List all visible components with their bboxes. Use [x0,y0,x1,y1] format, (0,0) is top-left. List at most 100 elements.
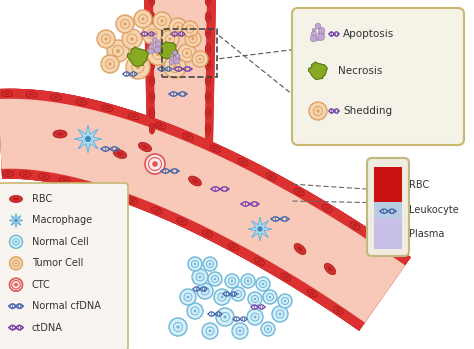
Ellipse shape [149,28,155,38]
Polygon shape [1,169,365,331]
Ellipse shape [257,260,262,263]
Text: Plasma: Plasma [409,229,444,239]
Circle shape [171,54,173,58]
Polygon shape [0,99,405,322]
Circle shape [269,296,271,298]
Circle shape [237,293,239,295]
Ellipse shape [138,142,152,152]
Circle shape [248,292,262,306]
Circle shape [232,323,248,339]
Circle shape [187,296,190,298]
Circle shape [148,48,154,54]
Ellipse shape [81,182,91,189]
Ellipse shape [182,133,193,140]
Ellipse shape [3,171,14,177]
Circle shape [194,263,196,265]
Circle shape [209,329,211,333]
Circle shape [147,43,169,65]
Circle shape [191,38,194,40]
Circle shape [188,257,202,271]
Circle shape [173,51,177,55]
Circle shape [214,278,216,280]
Circle shape [225,274,239,288]
Ellipse shape [205,44,211,54]
Ellipse shape [185,135,190,138]
Ellipse shape [155,209,159,212]
Ellipse shape [231,245,236,248]
Circle shape [109,62,111,66]
Circle shape [254,315,256,318]
Polygon shape [0,89,411,331]
Ellipse shape [205,124,211,134]
Ellipse shape [105,107,109,110]
Circle shape [311,31,317,37]
Ellipse shape [207,79,209,83]
Circle shape [104,37,108,40]
Ellipse shape [324,263,336,275]
Ellipse shape [205,0,211,6]
Ellipse shape [155,122,166,129]
Ellipse shape [336,309,340,312]
Circle shape [169,60,174,65]
Circle shape [116,49,120,53]
Ellipse shape [158,124,163,127]
Ellipse shape [207,0,209,3]
Circle shape [318,31,324,37]
Circle shape [214,289,230,305]
Ellipse shape [117,152,123,156]
Text: RBC: RBC [409,180,429,190]
Ellipse shape [213,147,218,150]
Circle shape [169,18,187,36]
Circle shape [168,37,172,40]
Ellipse shape [205,232,210,235]
Ellipse shape [149,60,155,70]
Ellipse shape [151,47,153,51]
Circle shape [136,65,140,69]
Ellipse shape [53,130,67,138]
Ellipse shape [84,184,89,187]
Ellipse shape [353,224,357,228]
Ellipse shape [149,0,155,6]
Circle shape [170,57,174,61]
Circle shape [312,28,316,32]
Ellipse shape [238,158,248,166]
Circle shape [156,52,160,56]
Circle shape [203,290,207,292]
Ellipse shape [322,205,332,212]
Polygon shape [0,99,405,322]
Circle shape [279,313,282,315]
Ellipse shape [127,197,138,204]
Ellipse shape [207,31,209,35]
Text: Shedding: Shedding [343,106,392,116]
Circle shape [247,280,249,282]
Circle shape [175,57,180,61]
Ellipse shape [241,161,246,164]
Ellipse shape [149,92,155,102]
Circle shape [208,272,222,286]
Ellipse shape [59,177,70,183]
Ellipse shape [142,145,148,149]
Ellipse shape [79,101,84,103]
Circle shape [231,287,245,301]
Circle shape [9,278,22,291]
Ellipse shape [283,275,288,279]
Circle shape [231,280,233,282]
Ellipse shape [6,172,10,175]
Circle shape [284,300,286,302]
Ellipse shape [328,267,332,272]
Polygon shape [159,42,177,59]
Text: Normal Cell: Normal Cell [32,237,89,247]
Ellipse shape [149,76,155,86]
Ellipse shape [29,93,34,96]
Circle shape [176,325,180,329]
Circle shape [14,283,18,287]
Ellipse shape [9,195,22,202]
Ellipse shape [128,113,139,120]
Ellipse shape [113,149,127,158]
Ellipse shape [62,179,67,181]
Ellipse shape [378,240,388,248]
Circle shape [223,315,227,319]
Circle shape [150,42,153,45]
Circle shape [174,59,180,64]
Ellipse shape [269,175,273,178]
